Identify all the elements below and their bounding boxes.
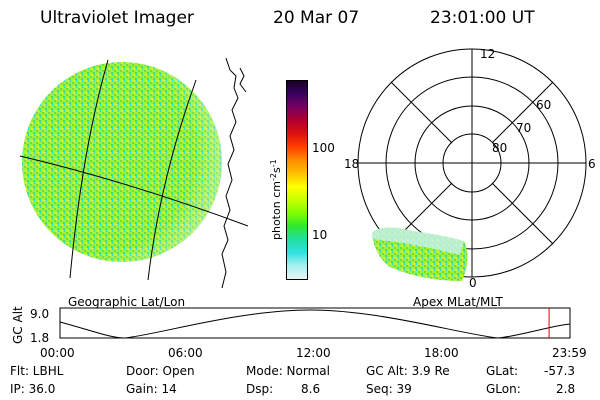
mlt-label-18: 18 <box>344 157 359 171</box>
xtick-2359: 23:59 <box>552 346 587 360</box>
altitude-ytick-bottom: 1.8 <box>30 331 49 345</box>
status-door: Door: Open <box>126 364 195 378</box>
status-dsp-label: Dsp: <box>246 382 274 396</box>
status-glon-label: GLon: <box>486 382 521 396</box>
status-glat-value: -57.3 <box>544 364 576 378</box>
colorbar-tick-100: 100 <box>312 141 335 155</box>
xtick-1200: 12:00 <box>296 346 331 360</box>
status-seq: Seq: 39 <box>366 382 412 396</box>
status-flt: Flt: LBHL <box>10 364 64 378</box>
lat-label-80: 80 <box>492 141 507 155</box>
date-label: 20 Mar 07 <box>273 8 360 28</box>
geographic-image <box>19 57 249 289</box>
colorbar-unit-label: photon cm-2s-1 <box>269 159 283 240</box>
lat-label-70: 70 <box>516 121 531 135</box>
time-label: 23:01:00 UT <box>430 8 535 28</box>
colorbar-unit-main: photon cm <box>270 181 283 240</box>
polar-plot: 12 18 6 0 60 70 80 <box>344 47 596 290</box>
svg-text:photon cm-2s-1: photon cm-2s-1 <box>269 159 283 240</box>
colorbar-tick-10: 10 <box>312 228 328 242</box>
colorbar-unit-exp1: -2 <box>269 173 278 181</box>
xtick-0600: 06:00 <box>168 346 203 360</box>
mlt-label-0: 0 <box>469 276 477 290</box>
mlt-label-6: 6 <box>588 157 596 171</box>
status-glon-value: 2.8 <box>556 382 576 396</box>
geographic-label: Geographic Lat/Lon <box>68 295 186 309</box>
lat-label-60: 60 <box>536 98 551 112</box>
xtick-0000: 00:00 <box>40 346 75 360</box>
mlt-label-12: 12 <box>480 47 495 61</box>
status-mode: Mode: Normal <box>246 364 330 378</box>
status-gain: Gain: 14 <box>126 382 177 396</box>
status-glat-label: GLat: <box>486 364 519 378</box>
xtick-1800: 18:00 <box>424 346 459 360</box>
colorbar <box>286 80 308 280</box>
apex-label: Apex MLat/MLT <box>413 295 503 309</box>
altitude-plot: GC Alt 9.0 1.8 <box>11 306 571 345</box>
instrument-title: Ultraviolet Imager <box>40 8 194 28</box>
colorbar-unit-s: s <box>270 167 283 173</box>
colorbar-unit-exp2: -1 <box>269 159 278 167</box>
status-ip: IP: 36.0 <box>10 382 56 396</box>
altitude-ylabel: GC Alt <box>11 306 25 344</box>
status-gcalt: GC Alt: 3.9 Re <box>366 364 450 378</box>
status-dsp-value: 8.6 <box>301 382 321 396</box>
altitude-ytick-top: 9.0 <box>30 307 49 321</box>
